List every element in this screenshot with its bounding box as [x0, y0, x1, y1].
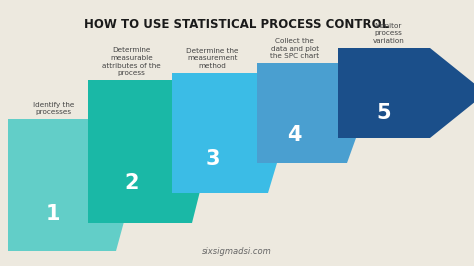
Text: Monitor
process
variation: Monitor process variation	[373, 23, 404, 44]
Text: 3: 3	[205, 149, 219, 169]
Text: 1: 1	[46, 204, 61, 224]
Text: Collect the
data and plot
the SPC chart: Collect the data and plot the SPC chart	[270, 38, 319, 59]
Polygon shape	[172, 73, 286, 193]
Text: Determine
measurable
attributes of the
process: Determine measurable attributes of the p…	[102, 48, 161, 76]
Polygon shape	[88, 80, 210, 223]
Text: Determine the
measurement
method: Determine the measurement method	[186, 48, 238, 69]
Polygon shape	[8, 119, 134, 251]
Text: Identify the
processes: Identify the processes	[33, 102, 74, 115]
Text: HOW TO USE STATISTICAL PROCESS CONTROL: HOW TO USE STATISTICAL PROCESS CONTROL	[84, 18, 390, 31]
Text: 2: 2	[125, 173, 139, 193]
Text: sixsigmadsi.com: sixsigmadsi.com	[202, 247, 272, 256]
Polygon shape	[257, 63, 365, 163]
Text: 4: 4	[288, 125, 302, 145]
Text: 5: 5	[377, 103, 392, 123]
Polygon shape	[338, 48, 474, 138]
